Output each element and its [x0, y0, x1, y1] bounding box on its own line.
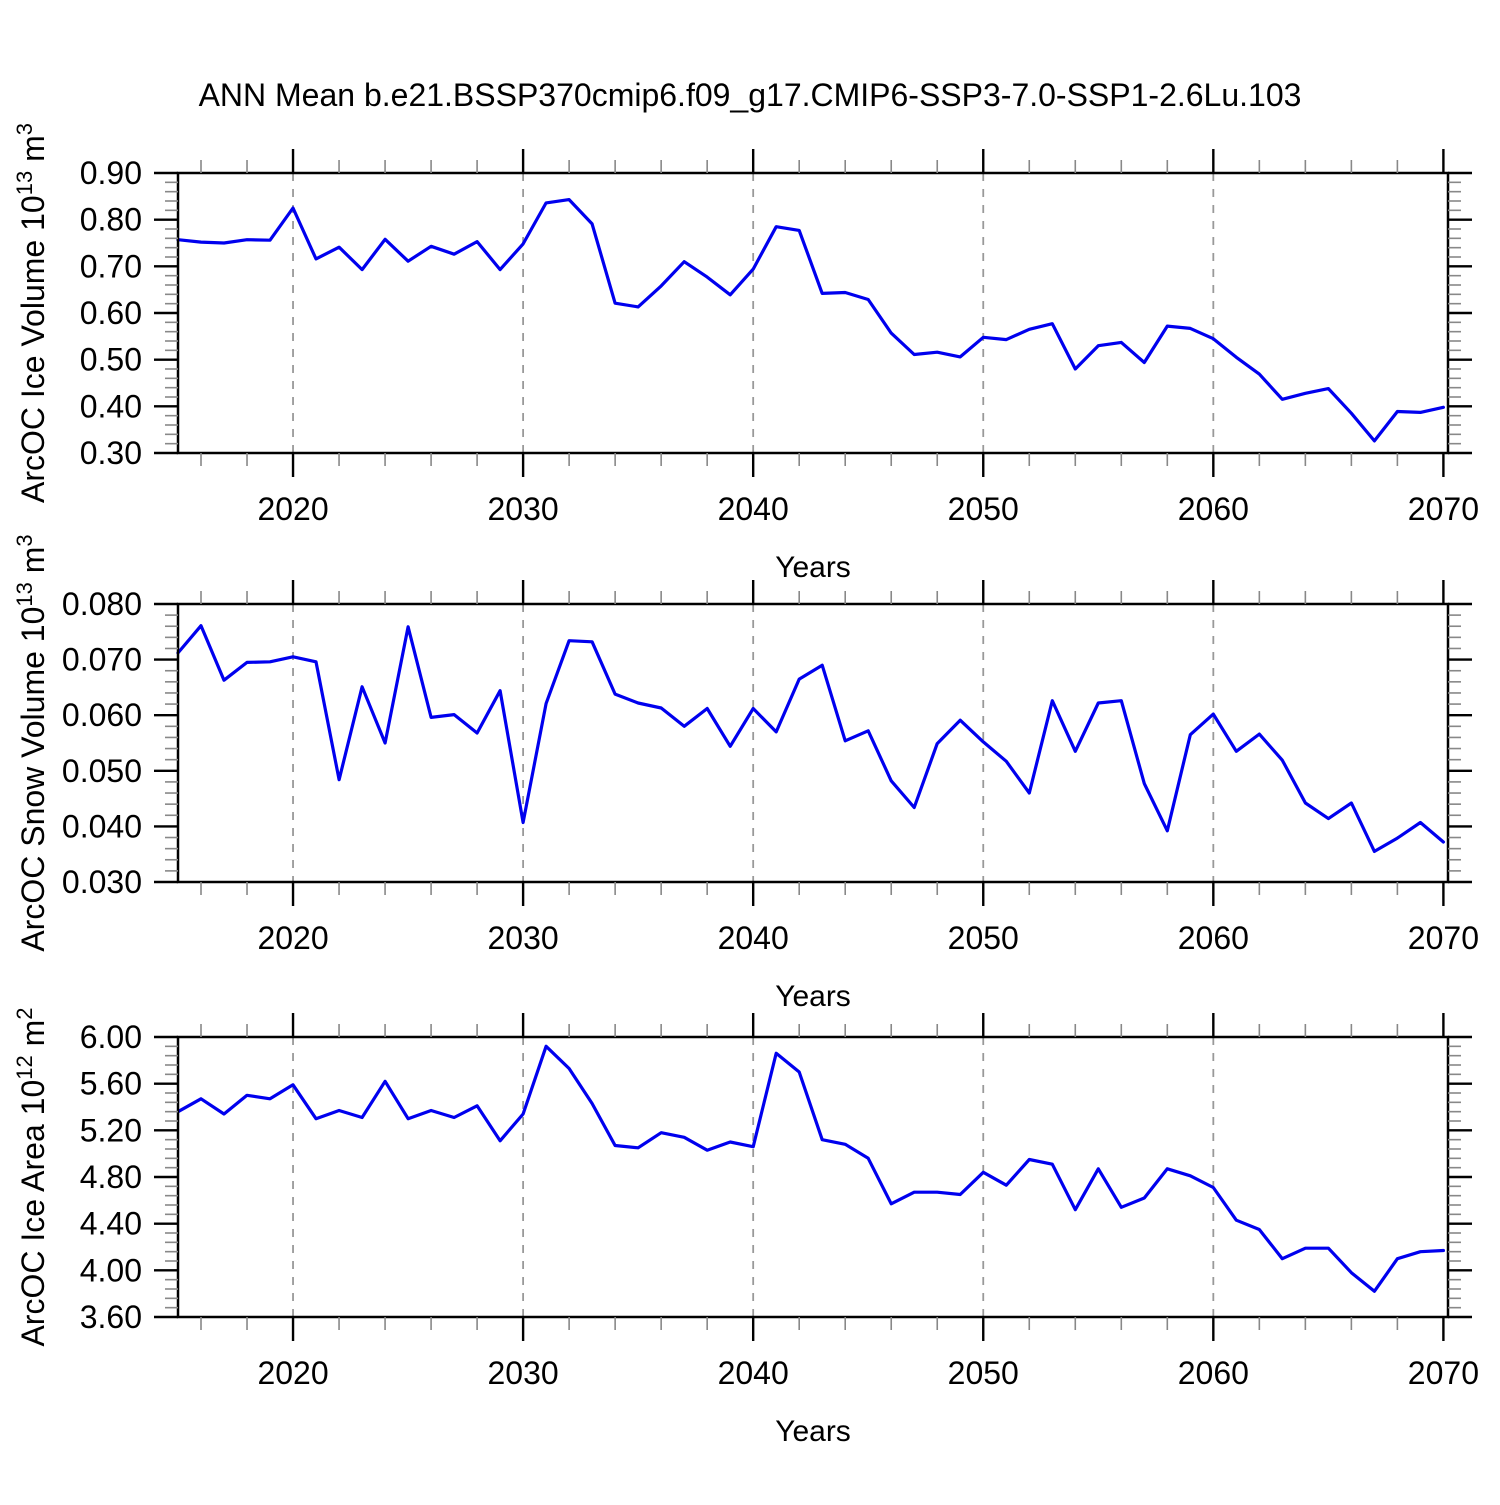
series-line-snow-volume [176, 624, 1446, 854]
plot-frame [176, 602, 1450, 884]
chart-title: ANN Mean b.e21.BSSP370cmip6.f09_g17.CMIP… [199, 77, 1302, 113]
x-tick-label: 2050 [948, 491, 1019, 527]
y-tick-label: 0.40 [80, 388, 142, 424]
plot-frame [176, 1035, 1450, 1319]
x-tick-label: 2020 [257, 491, 328, 527]
y-tick-label: 3.60 [80, 1299, 142, 1335]
y-axis-title-ice-area: ArcOC Ice Area 1012 m2 [12, 1007, 51, 1346]
panel-ice-area: 2020 2030 2040 2050 2060 2070 3.60 4.00 4.40 4.80… [12, 1007, 1479, 1448]
y-tick-label: 4.40 [80, 1206, 142, 1242]
x-tick-label: 2030 [488, 491, 559, 527]
x-tick-label: 2060 [1178, 920, 1249, 956]
y-tick-label: 6.00 [80, 1019, 142, 1055]
y-tick-label: 0.060 [62, 697, 142, 733]
series-line-ice-volume [176, 198, 1446, 443]
y-axis-title-ice-volume: ArcOC Ice Volume 1013 m3 [12, 123, 51, 503]
x-tick-label: 2070 [1408, 1355, 1479, 1391]
x-axis-title: Years [775, 551, 851, 584]
panel-snow-volume: 2020 2030 2040 2050 2060 2070 0.030 0.040 0.050 0… [12, 534, 1479, 1013]
x-tick-label: 2020 [257, 1355, 328, 1391]
y-tick-label: 5.20 [80, 1112, 142, 1148]
y-tick-label: 5.60 [80, 1066, 142, 1102]
x-tick-label: 2070 [1408, 491, 1479, 527]
x-tick-label: 2060 [1178, 491, 1249, 527]
x-tick-label: 2050 [948, 1355, 1019, 1391]
y-tick-label: 0.30 [80, 435, 142, 471]
x-tick-label: 2030 [488, 1355, 559, 1391]
x-tick-label: 2050 [948, 920, 1019, 956]
y-tick-label: 0.030 [62, 864, 142, 900]
x-tick-label: 2040 [718, 920, 789, 956]
x-tick-label: 2070 [1408, 920, 1479, 956]
y-tick-label: 4.80 [80, 1159, 142, 1195]
y-tick-label: 0.80 [80, 202, 142, 238]
y-tick-label: 0.040 [62, 808, 142, 844]
series-line-ice-area [176, 1044, 1446, 1293]
y-tick-label: 0.70 [80, 248, 142, 284]
y-tick-label: 0.50 [80, 342, 142, 378]
y-tick-label: 0.070 [62, 642, 142, 678]
x-tick-label: 2020 [257, 920, 328, 956]
panel-ice-volume: 2020 2030 2040 2050 2060 2070 0.30 0.40 0.50 0.60… [12, 123, 1479, 584]
x-tick-label: 2040 [718, 491, 789, 527]
y-tick-label: 0.050 [62, 753, 142, 789]
y-tick-label: 0.60 [80, 295, 142, 331]
y-axis-title-snow-volume: ArcOC Snow Volume 1013 m3 [12, 534, 51, 951]
y-tick-label: 4.00 [80, 1252, 142, 1288]
x-axis-title: Years [775, 1415, 851, 1448]
x-tick-label: 2030 [488, 920, 559, 956]
plot-frame [176, 171, 1450, 455]
x-tick-label: 2060 [1178, 1355, 1249, 1391]
y-tick-label: 0.90 [80, 155, 142, 191]
x-axis-title: Years [775, 980, 851, 1013]
y-tick-label: 0.080 [62, 586, 142, 622]
panels-layer: 2020 2030 2040 2050 2060 2070 0.30 0.40 0.50 0.60… [12, 123, 1479, 1448]
x-tick-label: 2040 [718, 1355, 789, 1391]
